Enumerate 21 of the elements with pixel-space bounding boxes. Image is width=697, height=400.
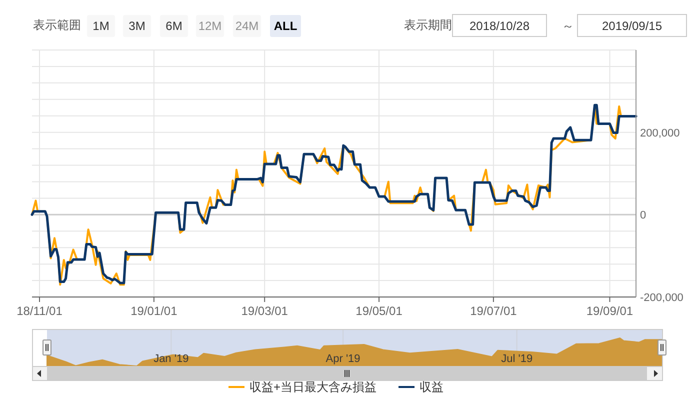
y-tick-label: 0 (640, 210, 646, 222)
button: 6M (160, 15, 188, 37)
x-tick-label: Jan '19 (154, 353, 189, 365)
button: 3M (123, 15, 151, 37)
x-tick-label: 19/01/01 (130, 304, 178, 318)
y-tick-label: 200,000 (640, 127, 680, 140)
x-tick-label: 19/09/01 (586, 304, 634, 318)
x-tick-label: Jul '19 (501, 353, 533, 365)
legend-label: 収益+当日最大含み損益 (250, 380, 377, 394)
x-tick-label: 18/11/01 (16, 304, 63, 318)
button: 24M (233, 15, 261, 37)
x-tick-label: 19/05/01 (356, 304, 403, 318)
button: 12M (196, 15, 224, 37)
x-tick-label: 19/03/01 (241, 304, 288, 318)
y-tick-label: -200,000 (640, 292, 684, 304)
button: ALL (270, 15, 301, 37)
range-controls: 表示範囲 1M 3M 6M 12M 24M ALL 表示期間 2018/10/28 ～ 2019/09/15 (33, 14, 687, 37)
button: 1M (87, 15, 115, 37)
x-tick-label: Apr '19 (326, 353, 360, 365)
x-tick-label: 19/07/01 (470, 304, 518, 318)
legend-label: 収益 (420, 380, 444, 394)
